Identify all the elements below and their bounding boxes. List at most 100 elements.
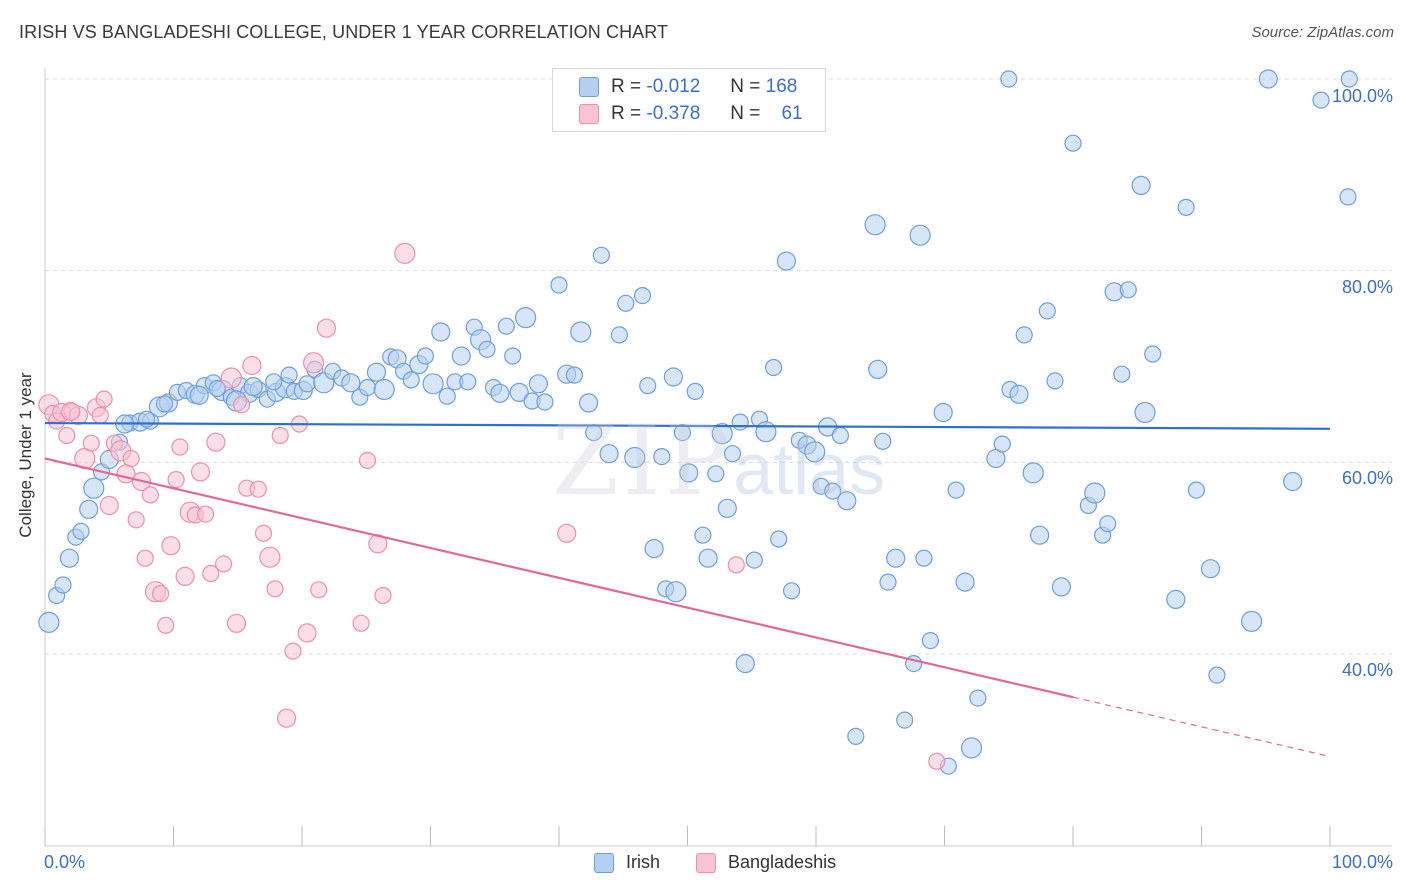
bangladeshis-n-value: 61 — [781, 103, 803, 124]
bangladeshis-point — [352, 614, 370, 632]
bangladeshis-point — [99, 495, 119, 516]
irish-point — [686, 382, 704, 400]
irish-point — [735, 653, 755, 674]
legend-item-irish[interactable]: Irish — [594, 852, 660, 873]
bangladeshis-point — [167, 471, 185, 489]
bangladeshis-point — [727, 556, 745, 574]
irish-point — [723, 445, 742, 463]
bangladeshis-point — [91, 406, 109, 424]
series-legend: Irish Bangladeshis — [0, 852, 1406, 876]
irish-point — [402, 371, 420, 389]
irish-point — [633, 287, 652, 305]
irish-point — [358, 379, 377, 397]
irish-point — [490, 383, 510, 403]
bangladeshis-point — [271, 426, 289, 445]
irish-point — [599, 444, 619, 464]
irish-series — [38, 69, 1358, 775]
n-label: N = — [730, 76, 761, 97]
chart-title: IRISH VS BANGLADESHI COLLEGE, UNDER 1 YE… — [19, 22, 669, 42]
irish-point — [504, 347, 522, 365]
irish-point — [955, 572, 975, 592]
irish-point — [341, 373, 361, 393]
irish-point — [459, 373, 477, 391]
bangladeshis-point — [249, 480, 267, 498]
bangladeshis-point — [277, 708, 297, 728]
irish-point — [1046, 372, 1064, 390]
irish-point — [782, 582, 801, 600]
irish-n-value: 168 — [765, 76, 798, 97]
bangladeshis-series — [38, 242, 946, 770]
y-tick-40: 40.0% — [1341, 660, 1393, 680]
irish-point — [776, 251, 797, 271]
irish-point — [879, 573, 897, 591]
irish-point — [1000, 70, 1018, 88]
r-label: R = — [611, 103, 642, 124]
y-tick-100: 100.0% — [1331, 86, 1393, 106]
irish-point — [72, 522, 90, 540]
irish-point — [265, 373, 283, 391]
bangladeshis-point — [233, 396, 251, 414]
bangladeshis-point — [928, 752, 946, 770]
bangladeshis-point — [141, 486, 159, 504]
irish-point — [280, 366, 298, 384]
bangladeshis-point — [215, 555, 233, 573]
irish-point — [1340, 70, 1358, 88]
irish-point — [764, 358, 783, 377]
irish-point — [478, 340, 496, 358]
irish-point — [804, 441, 826, 463]
irish-point — [679, 463, 699, 483]
irish-point — [298, 375, 316, 393]
irish-point — [847, 727, 865, 746]
irish-point — [909, 224, 931, 246]
bangladeshis-point — [197, 505, 215, 523]
irish-point — [536, 393, 554, 411]
irish-point — [1113, 365, 1131, 383]
bangladeshis-swatch — [579, 104, 599, 124]
bangladeshis-r-value: -0.378 — [646, 103, 701, 124]
irish-point — [969, 689, 987, 707]
legend-label-irish: Irish — [626, 852, 661, 872]
bangladeshis-point — [226, 613, 247, 633]
irish-point — [993, 435, 1011, 453]
bangladeshis-point — [254, 524, 273, 542]
bangladeshis-point — [122, 449, 140, 468]
irish-point — [624, 446, 646, 469]
bangladeshis-point — [297, 623, 317, 643]
bangladeshis-point — [303, 352, 325, 374]
irish-point — [665, 581, 687, 603]
irish-point — [617, 294, 635, 312]
irish-point — [416, 347, 434, 365]
irish-point — [578, 393, 599, 413]
irish-point — [243, 377, 263, 397]
irish-point — [1131, 175, 1151, 195]
x-tick-min: 0.0% — [44, 852, 86, 872]
bangladeshis-legend-swatch — [696, 852, 716, 873]
bangladeshis-point — [95, 390, 113, 408]
bangladeshis-point — [284, 642, 302, 660]
bangladeshis-point — [557, 523, 577, 543]
legend-label-bangladeshis: Bangladeshis — [728, 852, 837, 872]
irish-point — [366, 362, 387, 382]
irish-point — [528, 374, 549, 394]
bangladeshis-point — [242, 355, 262, 376]
irish-point — [698, 548, 718, 568]
irish-point — [663, 367, 684, 387]
irish-point — [824, 482, 842, 500]
irish-point — [610, 326, 629, 344]
bangladeshis-point — [127, 511, 145, 529]
legend-item-bangladeshis[interactable]: Bangladeshis — [696, 852, 836, 873]
irish-point — [1022, 462, 1044, 484]
irish-point — [54, 576, 72, 594]
bangladeshis-point — [136, 549, 154, 567]
irish-point — [38, 611, 60, 634]
bangladeshis-point — [202, 564, 220, 583]
irish-point — [960, 737, 983, 759]
irish-point — [1084, 482, 1106, 504]
irish-point — [864, 214, 886, 236]
irish-legend-swatch — [594, 852, 614, 873]
watermark: ZIPatlas — [552, 405, 886, 517]
gridlines — [45, 78, 1392, 655]
irish-point — [189, 385, 209, 405]
irish-point — [438, 387, 456, 405]
